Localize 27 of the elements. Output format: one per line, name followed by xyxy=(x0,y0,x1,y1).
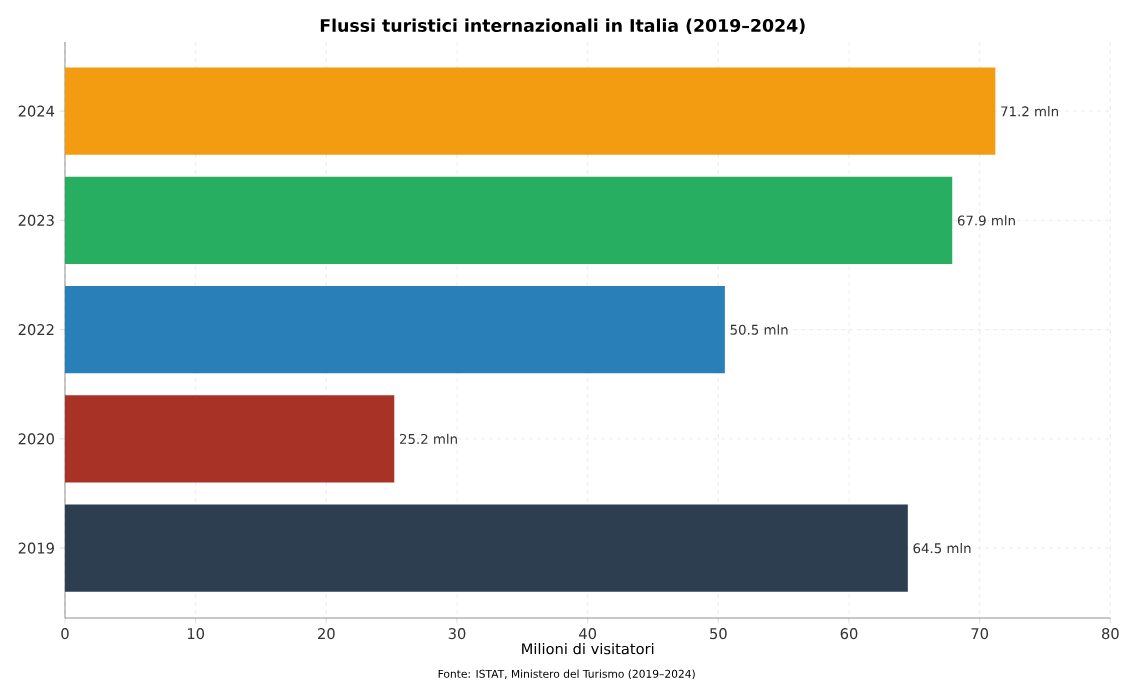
x-tick-label: 0 xyxy=(61,628,69,640)
chart-title: Flussi turistici internazionali in Italia (2019–2024) xyxy=(320,18,805,35)
x-tick-label: 60 xyxy=(840,628,858,640)
x-tick-label: 10 xyxy=(187,628,205,640)
source-note: Fonte: ISTAT, Ministero del Turismo (2019–2024) xyxy=(438,669,695,680)
x-tick-label: 30 xyxy=(448,628,466,640)
y-tick-label: 2022 xyxy=(18,324,54,336)
bar xyxy=(65,395,395,483)
x-tick-label: 70 xyxy=(971,628,989,640)
x-tick-label: 40 xyxy=(579,628,597,640)
x-tick-label: 20 xyxy=(318,628,335,640)
x-axis-title: Milioni di visitatori xyxy=(522,642,654,655)
x-tick-label: 80 xyxy=(1102,628,1119,640)
bar xyxy=(65,504,908,592)
bar xyxy=(65,67,996,155)
x-tick-label: 50 xyxy=(710,628,727,640)
y-tick-label: 2020 xyxy=(18,433,54,445)
bar xyxy=(65,176,953,265)
y-tick-label: 2023 xyxy=(18,214,54,226)
bar xyxy=(65,285,725,374)
y-tick-label: 2024 xyxy=(18,105,55,117)
data-label: 25.2 mln xyxy=(399,433,457,445)
data-label: 64.5 mln xyxy=(913,542,971,554)
data-label: 67.9 mln xyxy=(957,215,1015,226)
data-label: 71.2 mln xyxy=(1001,106,1058,117)
y-tick-label: 2019 xyxy=(18,542,54,554)
data-label: 50.5 mln xyxy=(730,324,788,335)
